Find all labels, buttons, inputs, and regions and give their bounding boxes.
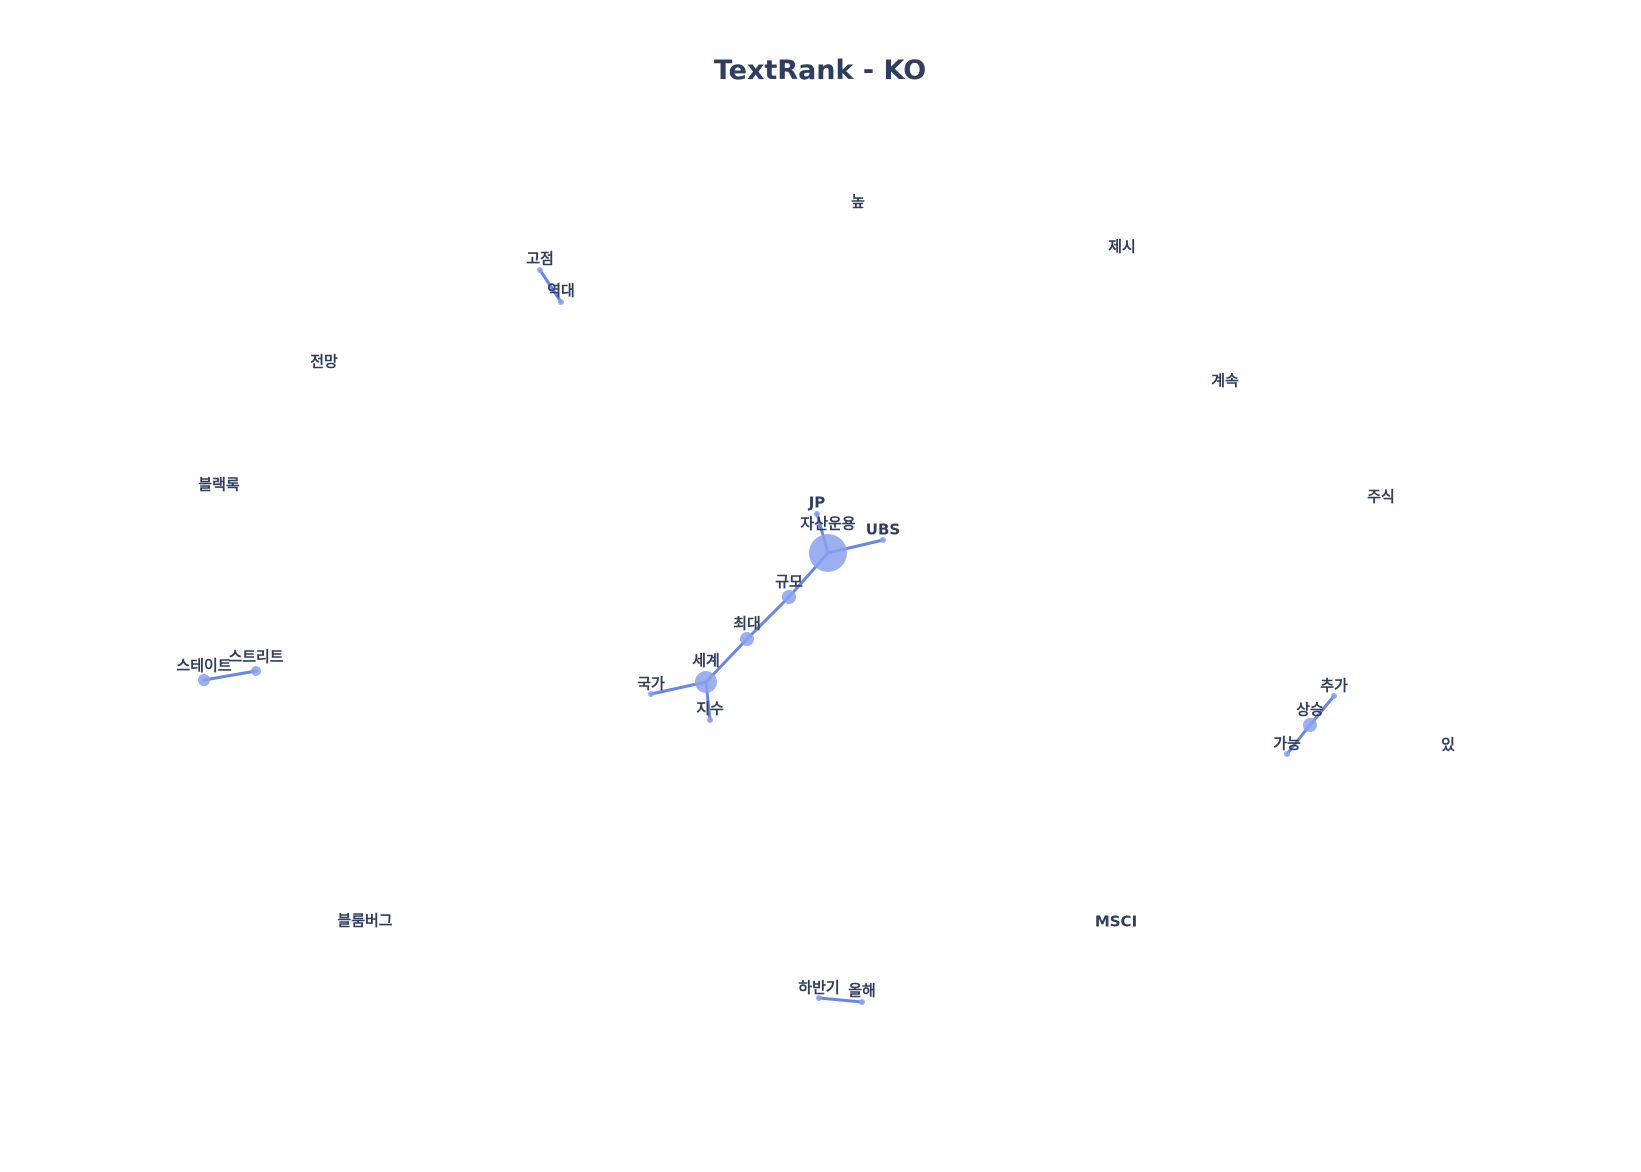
node-sangseung	[1303, 718, 1317, 732]
node-gojeom	[537, 267, 543, 273]
node-jasanunyong	[809, 534, 847, 572]
node-gukga	[648, 691, 654, 697]
edge-gyumo-choedae	[745, 595, 791, 641]
node-label-jasanunyong: 자산운용	[800, 515, 855, 533]
node-label-gukga: 국가	[637, 675, 665, 693]
node-label-ubs: UBS	[866, 521, 900, 539]
node-label-gojeom: 고점	[526, 250, 554, 268]
node-yeokdae	[558, 299, 564, 305]
node-label-msci: MSCI	[1095, 913, 1137, 931]
node-label-seuteiteu: 스테이트	[176, 657, 231, 675]
node-seuteuriteu	[251, 666, 261, 676]
node-label-jusik: 주식	[1367, 488, 1395, 506]
node-gyumo	[782, 590, 796, 604]
node-habangi	[816, 995, 822, 1001]
node-seuteiteu	[198, 674, 210, 686]
node-label-yeokdae: 역대	[547, 282, 575, 300]
node-label-nop: 높	[851, 193, 865, 211]
node-label-gyesok: 계속	[1211, 372, 1239, 390]
node-label-beullumbeogeu: 블룸버그	[337, 912, 392, 930]
node-label-ganeung: 가능	[1273, 735, 1301, 753]
node-chuga	[1331, 693, 1337, 699]
edge-habangi-olhae	[817, 996, 864, 1004]
node-label-jisu: 지수	[696, 700, 724, 718]
edge-gojeom-yeokdae	[538, 268, 563, 304]
nodes-layer	[198, 267, 1337, 1005]
node-segye	[695, 671, 717, 693]
node-label-jesi: 제시	[1108, 238, 1136, 256]
graph-title: TextRank - KO	[714, 55, 926, 86]
node-label-habangi: 하반기	[798, 979, 839, 997]
node-label-beullaekrok: 블랙록	[198, 476, 240, 494]
edges-layer	[202, 268, 1336, 1004]
node-olhae	[859, 999, 865, 1005]
node-ubs	[880, 537, 886, 543]
node-label-seuteuriteu: 스트리트	[228, 648, 283, 666]
node-label-olhae: 올해	[848, 982, 876, 1000]
node-label-jp: JP	[808, 494, 826, 512]
edge-seuteiteu-seuteuriteu	[202, 669, 258, 682]
node-label-segye: 세계	[692, 652, 720, 670]
node-label-chuga: 추가	[1320, 677, 1348, 695]
node-label-gyumo: 규모	[775, 573, 803, 591]
node-label-choedae: 최대	[733, 615, 761, 633]
node-jp	[814, 511, 820, 517]
node-label-sangseung: 상승	[1296, 701, 1324, 719]
node-jisu	[707, 717, 713, 723]
node-label-jeonmang: 전망	[310, 353, 338, 371]
node-label-it: 있	[1441, 736, 1455, 754]
node-ganeung	[1284, 751, 1290, 757]
node-choedae	[740, 632, 754, 646]
